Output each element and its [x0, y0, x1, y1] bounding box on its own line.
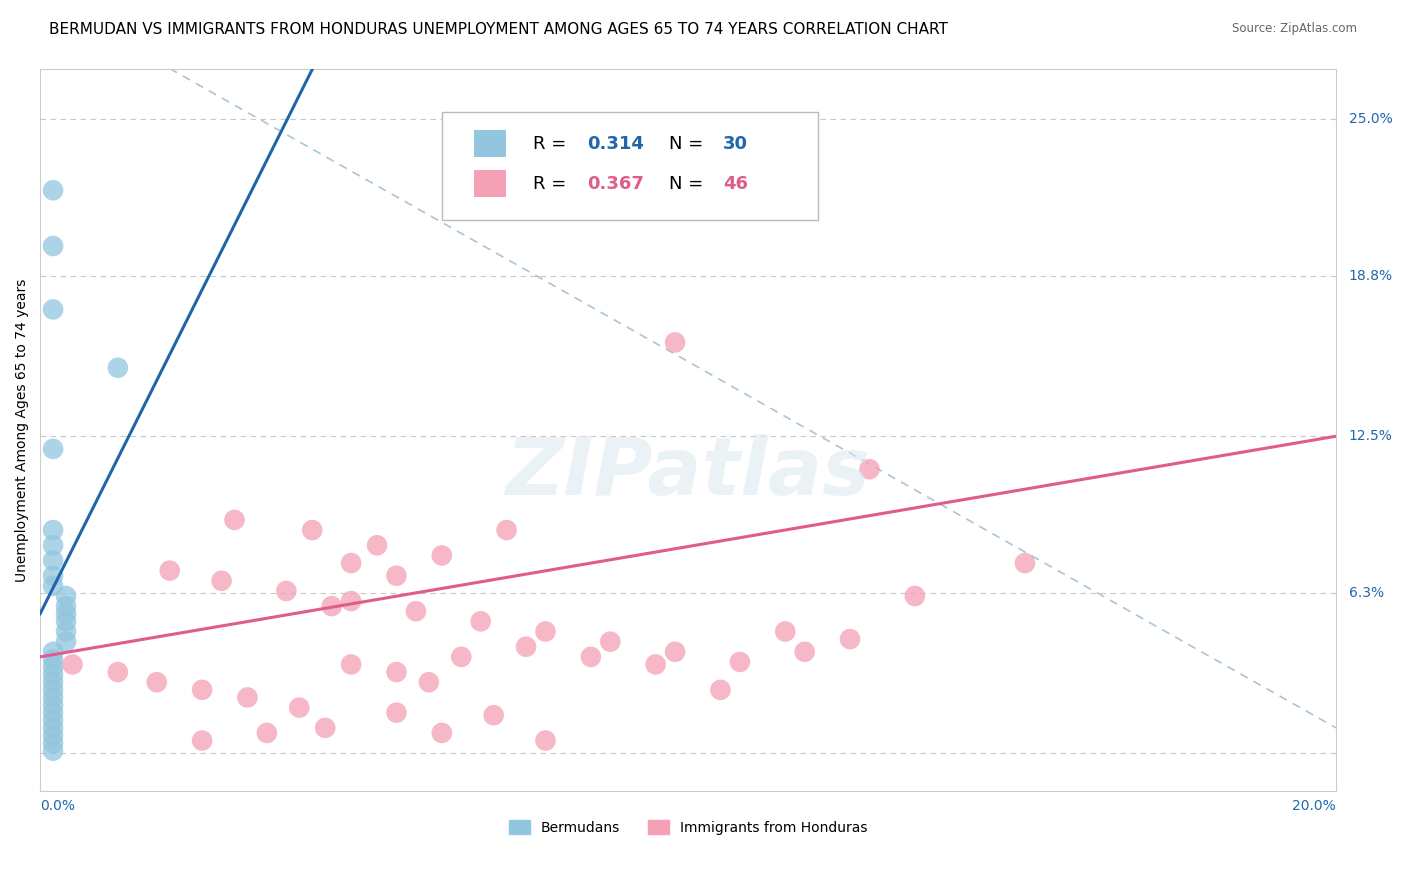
- Text: 6.3%: 6.3%: [1348, 586, 1384, 600]
- Point: [450, 649, 472, 664]
- Point: [385, 706, 408, 720]
- Point: [42, 736, 65, 750]
- Point: [236, 690, 259, 705]
- FancyBboxPatch shape: [441, 112, 818, 220]
- Legend: Bermudans, Immigrants from Honduras: Bermudans, Immigrants from Honduras: [509, 820, 868, 835]
- Point: [42, 744, 65, 758]
- Point: [55, 615, 77, 629]
- Point: [858, 462, 880, 476]
- Point: [42, 645, 65, 659]
- Text: 30: 30: [723, 136, 748, 153]
- Point: [55, 607, 77, 621]
- Point: [276, 583, 298, 598]
- Point: [55, 624, 77, 639]
- Point: [42, 690, 65, 705]
- Point: [904, 589, 927, 603]
- Point: [159, 564, 181, 578]
- FancyBboxPatch shape: [474, 169, 506, 197]
- Point: [42, 239, 65, 253]
- Point: [340, 556, 363, 570]
- Point: [664, 335, 686, 350]
- Text: N =: N =: [669, 175, 709, 194]
- Point: [709, 682, 731, 697]
- Y-axis label: Unemployment Among Ages 65 to 74 years: Unemployment Among Ages 65 to 74 years: [15, 278, 30, 582]
- Point: [42, 568, 65, 582]
- Point: [839, 632, 862, 646]
- Point: [418, 675, 440, 690]
- Text: ZIPatlas: ZIPatlas: [506, 434, 870, 512]
- Text: 0.314: 0.314: [586, 136, 644, 153]
- Point: [340, 657, 363, 672]
- Point: [42, 682, 65, 697]
- Point: [450, 201, 472, 215]
- Point: [191, 682, 214, 697]
- Point: [191, 733, 214, 747]
- Point: [301, 523, 323, 537]
- Point: [42, 523, 65, 537]
- Point: [430, 549, 453, 563]
- Point: [42, 183, 65, 197]
- Point: [42, 660, 65, 674]
- FancyBboxPatch shape: [474, 130, 506, 157]
- Point: [579, 649, 602, 664]
- Point: [107, 665, 129, 679]
- Point: [55, 589, 77, 603]
- Point: [793, 645, 815, 659]
- Point: [482, 708, 505, 723]
- Point: [314, 721, 336, 735]
- Point: [42, 698, 65, 712]
- Text: 0.0%: 0.0%: [41, 799, 75, 813]
- Point: [42, 302, 65, 317]
- Point: [42, 652, 65, 666]
- Point: [55, 634, 77, 648]
- Text: R =: R =: [533, 136, 572, 153]
- Point: [42, 706, 65, 720]
- Point: [728, 655, 751, 669]
- Text: 20.0%: 20.0%: [1292, 799, 1336, 813]
- Point: [288, 700, 311, 714]
- Point: [470, 615, 492, 629]
- Point: [340, 594, 363, 608]
- Text: 12.5%: 12.5%: [1348, 429, 1393, 443]
- Text: 46: 46: [723, 175, 748, 194]
- Point: [42, 579, 65, 593]
- Point: [321, 599, 343, 614]
- Point: [42, 667, 65, 681]
- Point: [405, 604, 427, 618]
- Point: [42, 713, 65, 727]
- Point: [42, 729, 65, 743]
- Point: [55, 599, 77, 614]
- Text: 25.0%: 25.0%: [1348, 112, 1393, 127]
- Point: [430, 726, 453, 740]
- Point: [599, 634, 621, 648]
- Text: 0.367: 0.367: [586, 175, 644, 194]
- Point: [256, 726, 278, 740]
- Point: [42, 442, 65, 456]
- Point: [42, 675, 65, 690]
- Text: 18.8%: 18.8%: [1348, 269, 1393, 284]
- Point: [534, 624, 557, 639]
- Text: R =: R =: [533, 175, 572, 194]
- Point: [211, 574, 233, 588]
- Text: N =: N =: [669, 136, 709, 153]
- Point: [644, 657, 666, 672]
- Text: Source: ZipAtlas.com: Source: ZipAtlas.com: [1232, 22, 1357, 36]
- Point: [107, 360, 129, 375]
- Point: [145, 675, 167, 690]
- Point: [366, 538, 388, 552]
- Point: [42, 553, 65, 567]
- Point: [385, 665, 408, 679]
- Point: [42, 538, 65, 552]
- Point: [773, 624, 796, 639]
- Text: BERMUDAN VS IMMIGRANTS FROM HONDURAS UNEMPLOYMENT AMONG AGES 65 TO 74 YEARS CORR: BERMUDAN VS IMMIGRANTS FROM HONDURAS UNE…: [49, 22, 948, 37]
- Point: [385, 568, 408, 582]
- Point: [1014, 556, 1036, 570]
- Point: [534, 733, 557, 747]
- Point: [495, 523, 517, 537]
- Point: [224, 513, 246, 527]
- Point: [515, 640, 537, 654]
- Point: [42, 721, 65, 735]
- Point: [62, 657, 84, 672]
- Point: [664, 645, 686, 659]
